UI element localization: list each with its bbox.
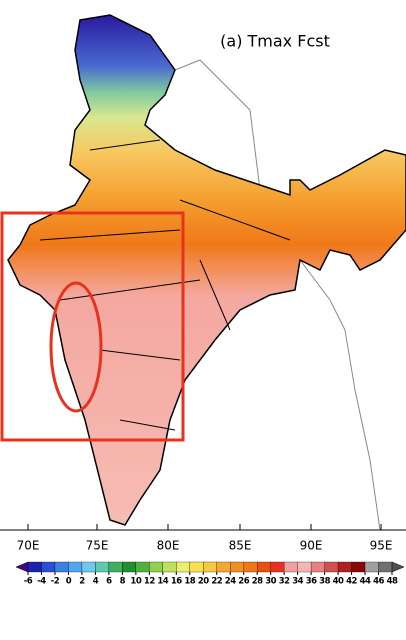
colorbar-bin <box>297 561 312 573</box>
colorbar-bin <box>230 561 244 573</box>
colorbar-bin <box>27 561 42 573</box>
colorbar-bin <box>257 561 271 573</box>
colorbar-label: 26 <box>238 577 249 587</box>
colorbar: -6 -4 -2 0 2 4 6 8 10 12 14 16 18 20 22 24 26 28 30 32 34 36 3… <box>15 561 405 587</box>
colorbar-bin <box>324 561 339 573</box>
colorbar-bin <box>270 561 285 573</box>
lon-label: 85E <box>229 539 252 553</box>
colorbar-label: 40 <box>333 577 344 587</box>
colorbar-bin <box>95 561 110 573</box>
map-title: (a) Tmax Fcst <box>220 32 330 51</box>
colorbar-bin <box>162 561 177 573</box>
colorbar-label: 20 <box>198 577 209 587</box>
colorbar-bin <box>41 561 56 573</box>
colorbar-bin <box>108 561 123 573</box>
colorbar-bin <box>81 561 96 573</box>
colorbar-label: 44 <box>360 577 371 587</box>
colorbar-label: 6 <box>106 577 112 587</box>
colorbar-bin <box>176 561 190 573</box>
colorbar-label: 32 <box>279 577 290 587</box>
colorbar-label: 0 <box>66 577 72 587</box>
colorbar-label: 4 <box>93 577 99 587</box>
colorbar-bin <box>337 561 352 573</box>
lon-label: 90E <box>300 539 323 553</box>
colorbar-label: 14 <box>157 577 168 587</box>
colorbar-bin <box>68 561 83 573</box>
colorbar-bin <box>203 561 217 573</box>
colorbar-bin <box>283 561 298 573</box>
colorbar-end <box>391 561 405 573</box>
neighbor-border <box>174 59 261 191</box>
colorbar-bin <box>216 561 231 573</box>
colorbar-label: 48 <box>387 577 398 587</box>
lon-label: 95E <box>370 539 393 553</box>
highlight-ellipse <box>49 281 103 413</box>
colorbar-label: 28 <box>252 577 263 587</box>
colorbar-label: 30 <box>265 577 276 587</box>
colorbar-label: 8 <box>120 577 126 587</box>
colorbar-bin <box>310 561 325 573</box>
colorbar-bin <box>54 561 69 573</box>
colorbar-label: 36 <box>306 577 317 587</box>
lon-label: 80E <box>157 539 180 553</box>
lon-label: 75E <box>86 539 109 553</box>
colorbar-end <box>15 561 29 573</box>
colorbar-label: 46 <box>373 577 384 587</box>
neighbor-border <box>299 259 381 531</box>
colorbar-label: -6 <box>24 577 33 587</box>
colorbar-label: 12 <box>144 577 155 587</box>
colorbar-bin <box>189 561 204 573</box>
colorbar-label: 10 <box>130 577 141 587</box>
colorbar-label: 24 <box>225 577 236 587</box>
colorbar-label: 42 <box>346 577 357 587</box>
lon-label: 70E <box>17 539 40 553</box>
colorbar-label: 38 <box>319 577 330 587</box>
highlight-box <box>0 211 185 442</box>
colorbar-label: 22 <box>211 577 222 587</box>
colorbar-label: 34 <box>292 577 303 587</box>
colorbar-bin <box>243 561 258 573</box>
colorbar-bin <box>149 561 163 573</box>
colorbar-bin <box>351 561 366 573</box>
lon-axis: 70E 75E 80E 85E 90E 95E <box>17 524 393 553</box>
colorbar-label: 2 <box>79 577 85 587</box>
colorbar-bin <box>364 561 379 573</box>
colorbar-label: 18 <box>184 577 195 587</box>
india-temperature-field <box>7 14 406 526</box>
colorbar-bin <box>378 561 393 573</box>
colorbar-bin <box>135 561 150 573</box>
colorbar-bin <box>122 561 137 573</box>
colorbar-label: 16 <box>171 577 182 587</box>
colorbar-label: -2 <box>51 577 60 587</box>
colorbar-label: -4 <box>37 577 46 587</box>
state-boundaries <box>39 139 291 431</box>
